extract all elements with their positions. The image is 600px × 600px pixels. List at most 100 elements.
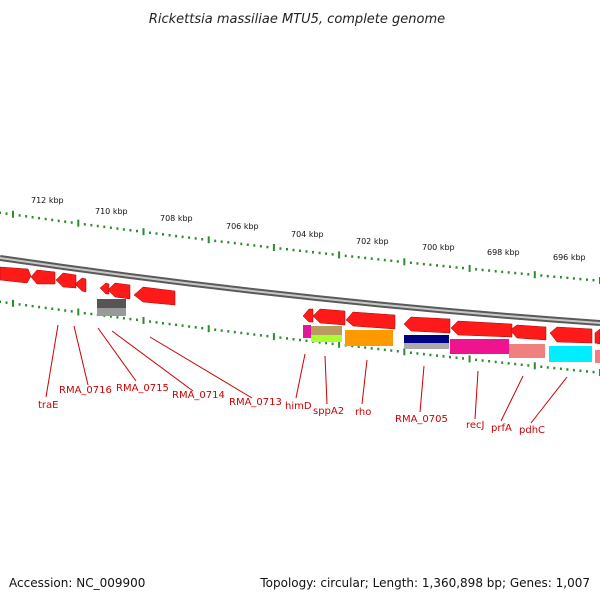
major-tick bbox=[77, 219, 80, 227]
minor-tick bbox=[579, 277, 582, 281]
gene-arrow bbox=[0, 266, 32, 284]
minor-tick bbox=[299, 249, 301, 252]
minor-tick bbox=[246, 243, 249, 246]
leader-line bbox=[361, 359, 368, 405]
minor-tick bbox=[325, 341, 328, 345]
minor-tick bbox=[188, 325, 191, 328]
minor-tick bbox=[214, 328, 217, 331]
minor-tick bbox=[253, 244, 256, 247]
minor-tick bbox=[38, 216, 41, 220]
minor-tick bbox=[540, 365, 543, 368]
minor-tick bbox=[325, 252, 328, 255]
minor-tick bbox=[44, 217, 47, 221]
gene-arrow bbox=[312, 308, 346, 326]
minor-tick bbox=[344, 254, 347, 258]
minor-tick bbox=[331, 253, 334, 256]
category-block bbox=[345, 330, 393, 346]
minor-tick bbox=[214, 239, 217, 243]
minor-tick bbox=[5, 212, 8, 215]
minor-tick bbox=[357, 345, 360, 349]
minor-tick bbox=[546, 274, 549, 278]
major-tick bbox=[468, 355, 471, 363]
gene-arrow bbox=[55, 272, 77, 289]
minor-tick bbox=[227, 330, 230, 333]
gene-arrow bbox=[450, 320, 513, 338]
tick-labels: 712 kbp 710 kbp 708 kbp 706 kbp 704 kbp … bbox=[31, 196, 586, 262]
minor-tick bbox=[507, 271, 510, 274]
gene-arrow bbox=[30, 269, 56, 285]
gene-label-recj: recJ bbox=[466, 420, 485, 431]
minor-tick bbox=[194, 237, 197, 240]
minor-tick bbox=[318, 341, 321, 344]
minor-tick bbox=[122, 228, 125, 231]
minor-tick bbox=[429, 263, 432, 266]
minor-tick bbox=[175, 323, 178, 327]
leader-line bbox=[324, 355, 328, 405]
minor-tick bbox=[136, 229, 138, 233]
minor-tick bbox=[103, 225, 106, 229]
minor-tick bbox=[436, 354, 438, 357]
major-tick bbox=[272, 244, 275, 251]
leader-line bbox=[73, 325, 89, 386]
major-tick bbox=[77, 308, 80, 316]
gene-leader-lines bbox=[45, 324, 568, 424]
minor-tick bbox=[540, 274, 543, 277]
gene-arrow bbox=[302, 308, 314, 323]
leader-line bbox=[97, 327, 137, 382]
category-track bbox=[303, 325, 600, 363]
category-block bbox=[450, 339, 509, 354]
tick-label-702: 702 kbp bbox=[356, 237, 389, 246]
minor-tick bbox=[305, 250, 308, 253]
tick-label-710: 710 kbp bbox=[95, 207, 128, 216]
minor-tick bbox=[299, 338, 301, 342]
gene-label-rma-0714: RMA_0714 bbox=[172, 390, 225, 401]
leader-line bbox=[474, 370, 479, 420]
minor-tick bbox=[259, 245, 262, 248]
minor-tick bbox=[312, 251, 314, 254]
minor-tick bbox=[25, 215, 28, 218]
minor-tick bbox=[5, 301, 8, 304]
category-block bbox=[311, 335, 342, 342]
minor-tick bbox=[162, 322, 164, 325]
gene-block-shade bbox=[97, 308, 126, 316]
major-tick bbox=[403, 258, 406, 266]
tick-label-696: 696 kbp bbox=[553, 253, 586, 262]
minor-tick bbox=[181, 324, 184, 327]
minor-tick bbox=[96, 224, 99, 228]
minor-tick bbox=[442, 355, 445, 358]
minor-tick bbox=[233, 330, 236, 334]
minor-tick bbox=[83, 311, 86, 315]
gene-label-himd: himD bbox=[285, 401, 312, 412]
minor-tick bbox=[168, 234, 171, 237]
minor-tick bbox=[149, 231, 151, 234]
minor-tick bbox=[592, 370, 595, 374]
minor-tick bbox=[390, 259, 393, 262]
gene-labels: traE RMA_0716 RMA_0715 RMA_0714 RMA_0713… bbox=[38, 383, 545, 436]
major-tick bbox=[272, 333, 275, 341]
minor-tick bbox=[109, 315, 112, 318]
minor-tick bbox=[364, 256, 367, 260]
major-tick bbox=[12, 210, 14, 218]
minor-tick bbox=[194, 326, 197, 329]
minor-tick bbox=[175, 234, 178, 238]
minor-tick bbox=[436, 264, 438, 267]
category-block bbox=[404, 343, 449, 349]
minor-tick bbox=[501, 270, 504, 274]
forward-strand-genes bbox=[0, 266, 176, 306]
gene-label-prfa: prfA bbox=[491, 423, 512, 434]
minor-tick bbox=[57, 308, 60, 311]
gene-arrow bbox=[107, 282, 131, 300]
minor-tick bbox=[559, 367, 562, 370]
tick-label-708: 708 kbp bbox=[160, 214, 193, 223]
major-tick bbox=[142, 228, 145, 236]
major-tick bbox=[533, 362, 536, 370]
minor-tick bbox=[109, 226, 112, 229]
major-tick bbox=[338, 251, 341, 259]
major-tick bbox=[12, 299, 14, 307]
gene-arrow bbox=[99, 282, 110, 295]
minor-tick bbox=[233, 241, 236, 245]
major-tick bbox=[468, 264, 471, 272]
gene-label-pdhc: pdhC bbox=[519, 425, 545, 436]
inner-tick-track bbox=[0, 299, 600, 376]
